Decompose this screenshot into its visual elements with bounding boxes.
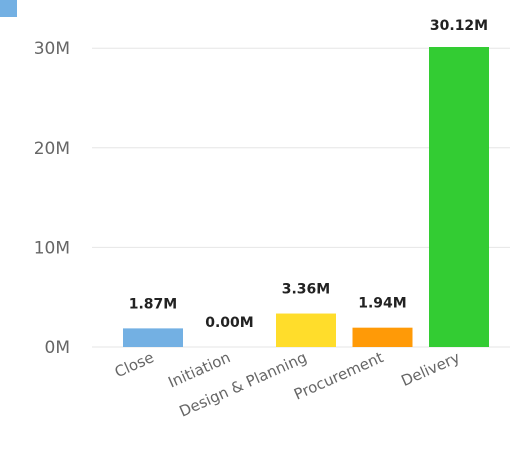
x-tick-label: Design & Planning xyxy=(177,348,310,420)
y-axis-ticks: 0M 10M 20M 30M xyxy=(34,39,70,358)
bar xyxy=(123,328,183,347)
x-tick-label: Delivery xyxy=(398,348,462,390)
data-label: 1.94M xyxy=(358,296,406,312)
y-tick-label: 30M xyxy=(34,39,70,59)
bar xyxy=(353,328,413,347)
bar xyxy=(276,314,336,347)
y-tick-label: 0M xyxy=(45,338,70,358)
bar xyxy=(429,47,489,347)
x-tick-label: Close xyxy=(112,348,157,381)
bars xyxy=(123,47,489,347)
y-tick-label: 20M xyxy=(34,139,70,159)
data-label: 0.00M xyxy=(205,315,253,331)
data-label: 30.12M xyxy=(430,18,488,34)
data-label: 1.87M xyxy=(129,296,177,312)
data-label: 3.36M xyxy=(282,282,330,298)
y-tick-label: 10M xyxy=(34,238,70,258)
